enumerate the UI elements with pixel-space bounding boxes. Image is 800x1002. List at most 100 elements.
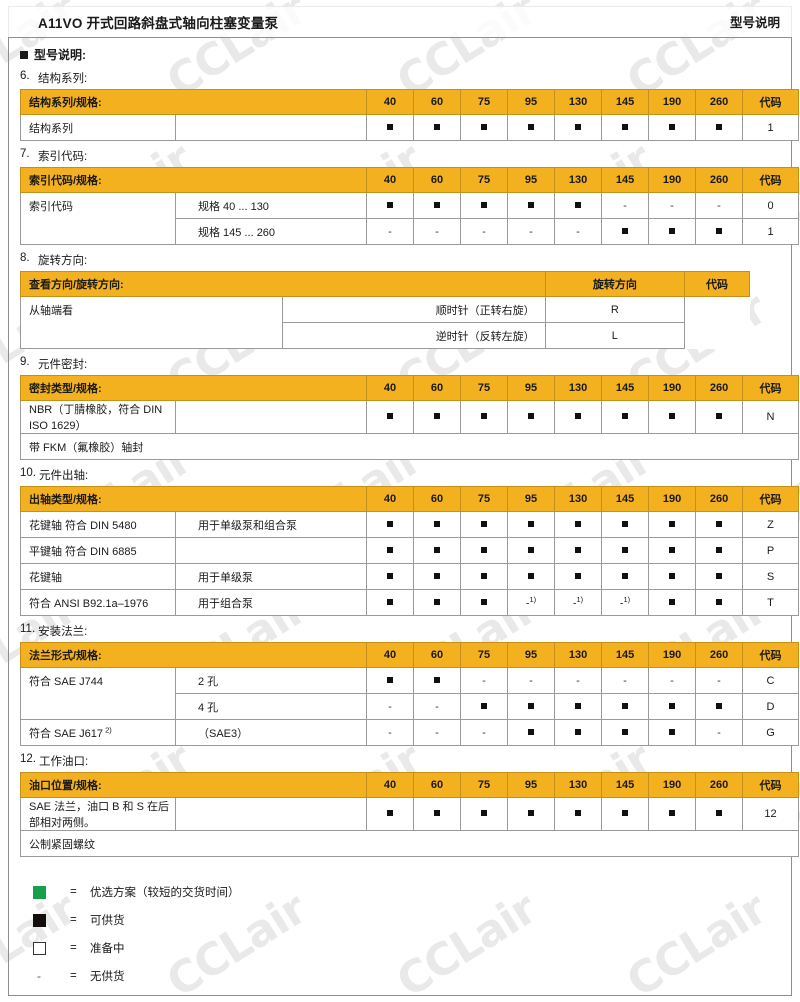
cell-availability-60: - [413,218,462,245]
cell-availability-190: - [648,667,697,694]
footnote-marker: 2) [102,724,112,734]
cell-availability-260 [695,797,744,831]
cell-availability-190 [648,693,697,720]
column-header-size-60: 60 [413,772,462,798]
available-square-icon [528,728,535,735]
cell-availability-60 [413,797,462,831]
not-available-dash-icon: - [623,674,627,687]
cell-availability-75: - [460,667,509,694]
legend-row: - = 无供货 [8,962,792,990]
cell-availability-40 [366,797,415,831]
legend-white-square-icon [32,941,46,955]
cell-row-label [19,322,284,349]
available-square-icon [528,123,535,130]
cell-row-label: 花键轴 [20,563,176,590]
available-square-icon [481,201,488,208]
available-square-icon [387,123,394,130]
available-square-icon [622,728,629,735]
available-square-icon [387,598,394,605]
cell-availability-40 [366,511,415,538]
cell-row-label: 符合 SAE J744 [20,667,176,694]
cell-availability-40 [366,192,415,219]
cell-code: 1 [742,218,800,245]
cell-availability-260: - [695,667,744,694]
not-available-dash-icon: - [717,199,721,212]
table-header-row: 查看方向/旋转方向: 旋转方向 代码 [20,271,751,297]
section-number: 9. [20,356,30,368]
cell-availability-260 [695,589,744,616]
available-square-icon [481,702,488,709]
cell-availability-145: - [601,192,650,219]
cell-availability-130 [554,563,603,590]
available-square-icon [669,598,676,605]
cell-availability-130 [554,719,603,746]
available-square-icon [669,123,676,130]
cell-availability-40 [366,537,415,564]
cell-availability-60 [413,563,462,590]
available-square-icon [622,413,629,419]
cell-rotation-direction: 逆时针（反转左旋） [282,322,546,349]
cell-availability-190 [648,400,697,434]
cell-availability-40: - [366,218,415,245]
cell-availability-95: -1) [507,589,556,616]
not-available-dash-icon: - [388,726,392,739]
not-available-dash-icon: - [388,700,392,713]
cell-availability-145 [601,511,650,538]
cell-row-label: 花键轴 符合 DIN 5480 [20,511,176,538]
column-header-size-60: 60 [413,642,462,668]
available-square-icon [575,702,582,709]
cell-row-sublabel: 用于组合泵 [174,589,368,616]
available-square-icon [528,546,535,553]
column-header-size-130: 130 [554,375,603,401]
cell-row-label: 符合 ANSI B92.1a–1976 [20,589,176,616]
cell-availability-190 [648,537,697,564]
cell-availability-75 [460,400,509,434]
column-header-size-40: 40 [366,772,415,798]
legend-key [8,941,70,955]
table-note-row: 带 FKM（氟橡胶）轴封 [19,433,800,460]
available-square-icon [716,413,723,419]
section-label: 12. 工作油口: [20,753,792,769]
cell-availability-130 [554,114,603,141]
cell-availability-145 [601,537,650,564]
table-row: 从轴端看 顺时针（正转右旋） R [19,296,750,323]
legend-row: = 优选方案（较短的交货时间） [8,878,792,906]
cell-availability-145: -1) [601,589,650,616]
not-available-dash-icon: - [482,225,486,238]
cell-code: R [544,296,685,323]
available-square-icon [575,123,582,130]
legend-equals: = [70,970,77,982]
cell-availability-60 [413,400,462,434]
column-header-size-60: 60 [413,375,462,401]
column-header-code: 代码 [742,772,800,798]
cell-row-sublabel: 用于单级泵 [174,563,368,590]
table-header-row: 密封类型/规格: 40 60 75 95 130 145 190 260 代码 [19,375,800,401]
table-header-row: 结构系列/规格: 40 60 75 95 130 145 190 260 代码 [19,89,800,115]
cell-row-sublabel: 规格 145 ... 260 [174,218,368,245]
document-content: 型号说明: 6. 结构系列: 结构系列/规格: 40 60 75 95 130 145 190 26… [8,38,800,857]
cell-availability-40: - [366,719,415,746]
cell-availability-145 [601,797,650,831]
not-available-dash-icon: - [435,700,439,713]
not-available-dash-icon: - [576,674,580,687]
available-square-icon [434,810,441,816]
legend-equals: = [70,914,77,926]
available-square-icon [669,520,676,527]
section-label: 7. 索引代码: [20,148,792,164]
column-header-size-130: 130 [554,642,603,668]
legend-equals: = [70,942,77,954]
column-header-size-190: 190 [648,375,697,401]
available-square-icon [528,520,535,527]
column-header-code: 代码 [742,642,800,668]
column-header-category: 索引代码/规格: [19,167,368,193]
cell-availability-130 [554,797,603,831]
section-label: 10. 元件出轴: [20,467,792,483]
column-header-size-75: 75 [460,375,509,401]
cell-availability-95 [507,719,556,746]
available-square-icon [481,810,488,816]
column-header-size-75: 75 [460,167,509,193]
spec-table: 法兰形式/规格: 40 60 75 95 130 145 190 260 代码 符合 SAE J74… [19,642,800,746]
section-title: 元件密封: [38,359,88,371]
available-square-icon [387,676,394,683]
section-title: 安装法兰: [38,626,88,638]
